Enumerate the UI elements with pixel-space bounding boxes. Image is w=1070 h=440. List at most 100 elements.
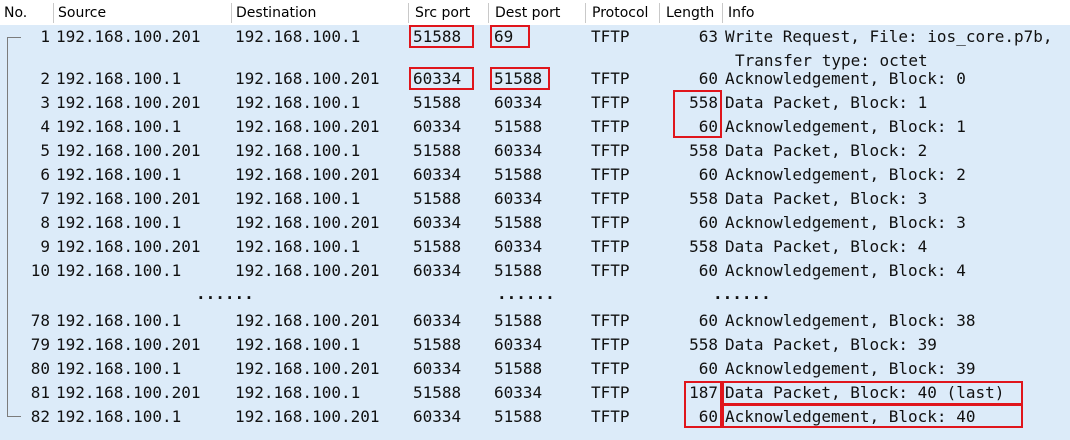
packet-dst: 192.168.100.1 [235, 189, 361, 208]
highlight-dest-port-ack [490, 67, 550, 90]
packet-src: 192.168.100.1 [56, 407, 182, 426]
column-header-destination[interactable]: Destination [236, 5, 317, 21]
highlight-length-last-block [684, 381, 722, 428]
column-header-info[interactable]: Info [728, 5, 755, 21]
packet-row[interactable]: 8 192.168.100.1 192.168.100.201 60334 51588 T… [0, 211, 1070, 235]
packet-dport: 51588 [494, 311, 543, 330]
packet-no: 7 [40, 189, 50, 208]
column-separator[interactable] [722, 3, 723, 23]
packet-src: 192.168.100.201 [56, 383, 201, 402]
column-separator[interactable] [585, 3, 586, 23]
packet-proto: TFTP [591, 141, 630, 160]
column-header-source[interactable]: Source [58, 5, 107, 21]
column-separator[interactable] [488, 3, 489, 23]
packet-info: Data Packet, Block: 2 [725, 141, 928, 160]
column-separator[interactable] [659, 3, 660, 23]
packet-src: 192.168.100.1 [56, 213, 182, 232]
packet-src: 192.168.100.1 [56, 69, 182, 88]
packet-sport: 51588 [413, 93, 462, 112]
packet-row[interactable]: 1 192.168.100.201 192.168.100.1 51588 69 TFTP… [0, 25, 1070, 73]
packet-dport: 51588 [494, 359, 543, 378]
packet-proto: TFTP [591, 237, 630, 256]
packet-src: 192.168.100.201 [56, 189, 201, 208]
packet-dport: 60334 [494, 237, 543, 256]
packet-src: 192.168.100.1 [56, 261, 182, 280]
packet-row[interactable]: 5 192.168.100.201 192.168.100.1 51588 60334 T… [0, 139, 1070, 163]
column-header-protocol[interactable]: Protocol [592, 5, 649, 21]
packet-no: 3 [40, 93, 50, 112]
packet-row[interactable]: 82 192.168.100.1 192.168.100.201 60334 51588… [0, 405, 1070, 429]
packet-info: Data Packet, Block: 3 [725, 189, 928, 208]
column-separator[interactable] [53, 3, 54, 23]
packet-no: 81 [30, 383, 50, 402]
packet-dst: 192.168.100.201 [235, 311, 380, 330]
packet-dport: 60334 [494, 189, 543, 208]
packet-list: 1 192.168.100.201 192.168.100.1 51588 69 TFTP… [0, 25, 1070, 440]
packet-proto: TFTP [591, 165, 630, 184]
column-header-dest-port[interactable]: Dest port [495, 5, 561, 21]
packet-row[interactable]: 80 192.168.100.1 192.168.100.201 60334 51588… [0, 357, 1070, 381]
packet-row[interactable]: 2 192.168.100.1 192.168.100.201 60334 51588 T… [0, 67, 1070, 91]
packet-len: 60 [698, 261, 718, 280]
packet-dst: 192.168.100.201 [235, 213, 380, 232]
packet-info-continued: Transfer type: octet [735, 51, 928, 70]
column-header-length[interactable]: Length [666, 5, 715, 21]
packet-row[interactable]: 7 192.168.100.201 192.168.100.1 51588 60334 T… [0, 187, 1070, 211]
packet-info: Data Packet, Block: 39 [725, 335, 937, 354]
column-header-no[interactable]: No. [4, 5, 28, 21]
packet-row[interactable]: 10 192.168.100.1 192.168.100.201 60334 51588… [0, 259, 1070, 283]
packet-len: 60 [698, 213, 718, 232]
packet-proto: TFTP [591, 407, 630, 426]
column-separator[interactable] [231, 3, 232, 23]
packet-dport: 69 [494, 27, 514, 46]
highlight-length-block-1 [673, 90, 722, 138]
packet-row[interactable]: 3 192.168.100.201 192.168.100.1 51588 60334 T… [0, 91, 1070, 115]
packet-len: 558 [689, 189, 718, 208]
packet-info: Data Packet, Block: 1 [725, 93, 928, 112]
packet-dst: 192.168.100.1 [235, 335, 361, 354]
packet-row[interactable]: 81 192.168.100.201 192.168.100.1 51588 60334… [0, 381, 1070, 405]
packet-dport: 51588 [494, 165, 543, 184]
packet-no: 8 [40, 213, 50, 232]
packet-info: Acknowledgement, Block: 39 [725, 359, 976, 378]
packet-proto: TFTP [591, 189, 630, 208]
packet-len: 558 [689, 141, 718, 160]
packet-row[interactable]: 4 192.168.100.1 192.168.100.201 60334 51588 T… [0, 115, 1070, 139]
packet-sport: 60334 [413, 359, 462, 378]
packet-proto: TFTP [591, 335, 630, 354]
packet-dst: 192.168.100.1 [235, 383, 361, 402]
packet-proto: TFTP [591, 359, 630, 378]
packet-info: Acknowledgement, Block: 3 [725, 213, 966, 232]
packet-row[interactable]: 9 192.168.100.201 192.168.100.1 51588 60334 T… [0, 235, 1070, 259]
packet-row[interactable]: 79 192.168.100.201 192.168.100.1 51588 60334… [0, 333, 1070, 357]
packet-no: 78 [30, 311, 50, 330]
packet-dst: 192.168.100.1 [235, 237, 361, 256]
packet-len: 60 [698, 407, 718, 426]
packet-no: 9 [40, 237, 50, 256]
packet-no: 1 [40, 27, 50, 46]
packet-len: 558 [689, 237, 718, 256]
packet-len: 60 [698, 165, 718, 184]
packet-src: 192.168.100.1 [56, 311, 182, 330]
packet-proto: TFTP [591, 27, 630, 46]
packet-row[interactable]: 6 192.168.100.1 192.168.100.201 60334 51588 T… [0, 163, 1070, 187]
highlight-src-port-ack [409, 67, 474, 90]
column-header-src-port[interactable]: Src port [415, 5, 471, 21]
packet-dport: 51588 [494, 261, 543, 280]
packet-proto: TFTP [591, 213, 630, 232]
packet-sport: 60334 [413, 69, 462, 88]
packet-sport: 60334 [413, 213, 462, 232]
packet-no: 5 [40, 141, 50, 160]
packet-proto: TFTP [591, 117, 630, 136]
column-separator[interactable] [408, 3, 409, 23]
packet-dport: 60334 [494, 141, 543, 160]
packet-len: 60 [698, 359, 718, 378]
packet-len: 60 [698, 117, 718, 136]
packet-list-header: No. Source Destination Src port Dest por… [0, 0, 1070, 25]
packet-row[interactable]: 78 192.168.100.1 192.168.100.201 60334 51588… [0, 309, 1070, 333]
packet-dport: 60334 [494, 383, 543, 402]
packet-proto: TFTP [591, 69, 630, 88]
packet-dst: 192.168.100.1 [235, 27, 361, 46]
packet-info: Write Request, File: ios_core.p7b, [725, 27, 1053, 46]
packet-info: Acknowledgement, Block: 1 [725, 117, 966, 136]
